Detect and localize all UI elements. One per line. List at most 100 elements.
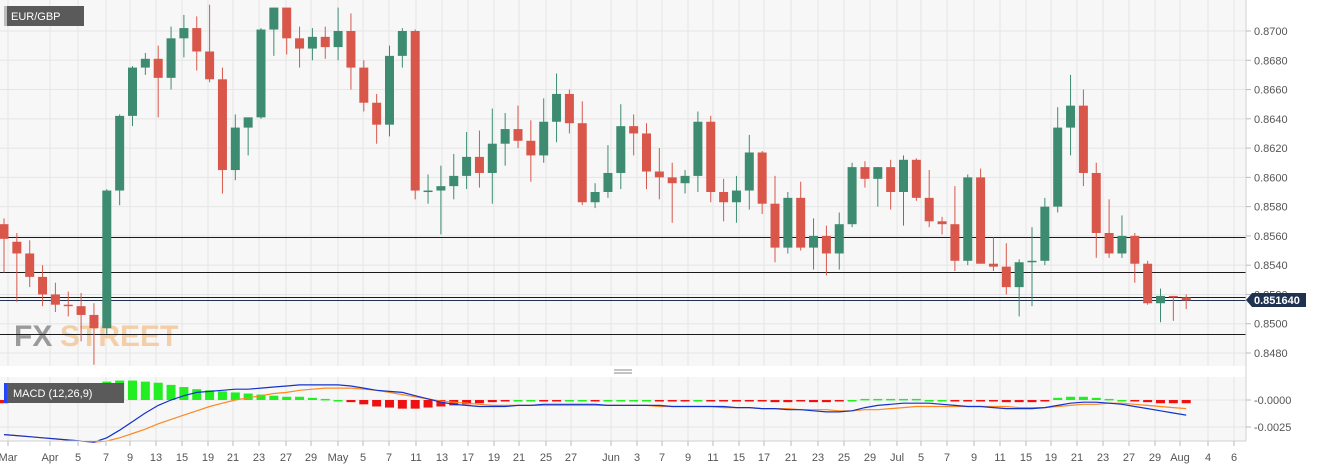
candle-down xyxy=(1168,295,1178,321)
candle-body xyxy=(616,126,626,173)
macd-histogram-bar xyxy=(1143,400,1153,403)
time-tick-label: 15 xyxy=(1020,452,1032,464)
time-tick-label: 21 xyxy=(227,452,239,464)
macd-histogram-bar xyxy=(719,400,729,402)
macd-panel xyxy=(0,377,1246,441)
candle-body xyxy=(899,159,908,192)
macd-histogram-bar xyxy=(513,400,523,402)
candle-down xyxy=(911,158,921,201)
candle-body xyxy=(76,306,86,315)
candle-body xyxy=(847,167,857,225)
candle-body xyxy=(423,190,433,193)
macd-histogram-bar xyxy=(1001,400,1011,403)
candle-down xyxy=(372,93,382,144)
candle-up xyxy=(128,66,137,127)
time-tick-label: 7 xyxy=(659,452,665,464)
candle-up xyxy=(179,14,189,58)
macd-histogram-bar xyxy=(1078,396,1088,400)
macd-label-box[interactable]: MACD (12,26,9) xyxy=(4,383,124,403)
candle-down xyxy=(320,26,330,59)
candle-body xyxy=(976,177,986,264)
candle-up xyxy=(487,108,497,204)
macd-histogram-bar xyxy=(834,400,844,402)
candle-down xyxy=(577,101,587,206)
price-tick-label: 0.8620 xyxy=(1254,143,1288,155)
candle-body xyxy=(192,28,202,52)
candle-down xyxy=(629,114,639,156)
candle-body xyxy=(770,203,780,248)
candle-body xyxy=(1053,127,1063,207)
candle-body xyxy=(1143,263,1153,304)
candle-up xyxy=(693,111,703,192)
macd-histogram-bar xyxy=(333,400,343,402)
candle-body xyxy=(937,221,947,225)
macd-histogram-bar xyxy=(282,396,292,400)
candle-body xyxy=(719,192,729,203)
macd-histogram-bar xyxy=(963,400,973,402)
macd-histogram-bar xyxy=(423,400,433,408)
symbol-label-box[interactable]: EUR/GBP xyxy=(4,6,84,26)
candle-body xyxy=(282,7,292,39)
candle-up xyxy=(590,183,600,209)
candle-body xyxy=(860,167,870,179)
candle-up xyxy=(1156,288,1165,323)
candle-body xyxy=(988,263,998,267)
candle-body xyxy=(590,192,600,203)
candles xyxy=(0,4,1191,365)
candle-body xyxy=(462,156,472,176)
macd-histogram-bar xyxy=(166,384,176,400)
candle-body xyxy=(1104,232,1114,254)
macd-histogram-bar xyxy=(667,400,677,402)
price-tick-label: 0.8480 xyxy=(1254,348,1288,360)
macd-histogram-bar xyxy=(1181,400,1191,404)
macd-histogram-bar xyxy=(616,400,626,402)
candle-body xyxy=(809,235,819,248)
time-tick-label: 7 xyxy=(386,452,392,464)
time-tick-label: 9 xyxy=(685,452,691,464)
time-tick-label: 6 xyxy=(1231,452,1237,464)
macd-histogram-bar xyxy=(1104,398,1114,401)
candle-body xyxy=(963,177,973,261)
time-tick-label: 7 xyxy=(103,452,109,464)
candle-body xyxy=(950,224,960,261)
price-tick-label: 0.8580 xyxy=(1254,202,1288,214)
panel-resize-handle[interactable] xyxy=(614,369,632,374)
candle-body xyxy=(153,58,163,78)
symbol-label: EUR/GBP xyxy=(11,11,61,23)
candle-up xyxy=(333,7,343,61)
candle-body xyxy=(217,79,227,171)
macd-histogram-bar xyxy=(564,400,574,402)
macd-histogram-bar xyxy=(693,400,703,402)
candle-down xyxy=(526,120,536,182)
watermark: FX STREET xyxy=(14,320,178,353)
candle-down xyxy=(1078,89,1088,187)
candle-up xyxy=(230,114,240,181)
candle-up xyxy=(1014,259,1024,317)
time-tick-label: 27 xyxy=(1123,452,1135,464)
time-tick-label: 5 xyxy=(360,452,366,464)
candle-down xyxy=(12,232,22,302)
time-tick-label: 29 xyxy=(1149,452,1161,464)
candle-down xyxy=(950,186,960,272)
candle-body xyxy=(1014,262,1024,288)
candle-body xyxy=(38,276,48,295)
macd-histogram-bar xyxy=(320,398,330,401)
candle-body xyxy=(706,121,716,192)
candle-body xyxy=(642,133,651,172)
candle-down xyxy=(642,123,651,190)
macd-histogram-bar xyxy=(153,382,163,400)
candle-down xyxy=(796,181,806,251)
candle-up xyxy=(500,112,510,166)
candle-body xyxy=(359,67,369,103)
candle-up xyxy=(552,73,562,143)
candle-up xyxy=(140,52,150,75)
candle-down xyxy=(295,26,305,68)
time-tick-label: 13 xyxy=(436,452,448,464)
candle-body xyxy=(886,167,896,192)
time-tick-label: 19 xyxy=(488,452,500,464)
time-axis: Mar Apr 5 7 9 13 15 19 21 23 27 29 May 5 7 11 13 17 19 21 25… xyxy=(0,441,1237,464)
candle-down xyxy=(76,292,86,342)
macd-histogram-bar xyxy=(128,380,137,400)
macd-histogram-bar xyxy=(307,397,317,400)
